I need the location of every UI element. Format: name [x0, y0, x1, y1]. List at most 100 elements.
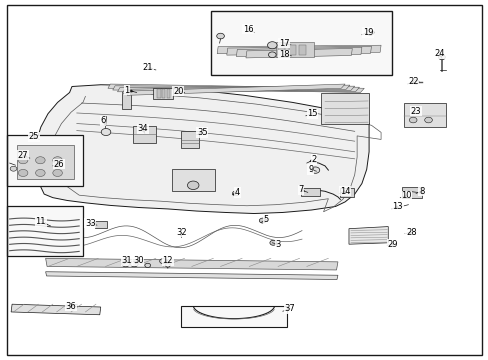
- Text: 34: 34: [137, 124, 148, 133]
- Circle shape: [101, 129, 111, 136]
- Text: 26: 26: [53, 159, 64, 168]
- Circle shape: [122, 261, 129, 267]
- Bar: [301, 188, 320, 196]
- Text: 17: 17: [278, 39, 289, 48]
- Text: 37: 37: [284, 304, 295, 313]
- Bar: [133, 126, 156, 143]
- Text: 6: 6: [100, 116, 105, 125]
- Text: 35: 35: [197, 128, 207, 137]
- Bar: [275, 42, 313, 57]
- Text: 2: 2: [311, 155, 316, 164]
- Bar: [122, 87, 131, 109]
- Polygon shape: [127, 84, 345, 95]
- Circle shape: [53, 170, 62, 176]
- Bar: [162, 89, 165, 98]
- Text: 12: 12: [162, 256, 173, 265]
- Polygon shape: [112, 86, 359, 91]
- Text: 33: 33: [84, 219, 95, 228]
- Text: 16: 16: [243, 24, 253, 33]
- Polygon shape: [122, 85, 349, 94]
- Circle shape: [53, 157, 62, 164]
- Text: 31: 31: [122, 256, 132, 265]
- Polygon shape: [45, 272, 337, 279]
- Text: 22: 22: [407, 77, 418, 86]
- Text: 19: 19: [362, 28, 373, 37]
- Circle shape: [424, 117, 431, 123]
- Text: 27: 27: [18, 151, 28, 160]
- Polygon shape: [217, 45, 380, 54]
- Polygon shape: [117, 86, 354, 92]
- Circle shape: [130, 261, 138, 267]
- Bar: [210, 12, 391, 75]
- Bar: [7, 135, 82, 186]
- Bar: [403, 103, 445, 127]
- Text: 18: 18: [278, 50, 289, 59]
- Bar: [340, 188, 353, 197]
- Text: 4: 4: [234, 188, 240, 197]
- Bar: [181, 306, 286, 328]
- Polygon shape: [245, 48, 351, 58]
- Circle shape: [232, 191, 239, 196]
- Text: 13: 13: [392, 202, 402, 211]
- Circle shape: [18, 157, 28, 164]
- Text: 14: 14: [339, 187, 350, 196]
- Circle shape: [36, 170, 45, 176]
- Bar: [95, 221, 107, 228]
- Text: 20: 20: [173, 87, 183, 96]
- Circle shape: [438, 55, 445, 60]
- Circle shape: [408, 117, 416, 123]
- Text: 28: 28: [405, 228, 416, 237]
- Text: 21: 21: [142, 63, 153, 72]
- Polygon shape: [236, 48, 361, 57]
- Text: 11: 11: [36, 217, 46, 226]
- Text: 24: 24: [434, 49, 445, 58]
- Circle shape: [310, 167, 319, 173]
- Circle shape: [18, 170, 28, 176]
- Circle shape: [366, 30, 373, 35]
- Circle shape: [165, 264, 170, 267]
- Circle shape: [36, 157, 45, 164]
- Circle shape: [267, 42, 277, 49]
- Text: 1: 1: [124, 86, 129, 95]
- Text: 23: 23: [410, 107, 421, 116]
- Circle shape: [268, 52, 276, 58]
- Bar: [157, 89, 160, 98]
- Polygon shape: [348, 226, 387, 244]
- Circle shape: [269, 240, 276, 245]
- Circle shape: [216, 33, 224, 39]
- Polygon shape: [108, 84, 364, 93]
- Bar: [401, 187, 421, 198]
- Bar: [288, 45, 295, 55]
- Bar: [299, 45, 305, 55]
- Bar: [181, 131, 199, 148]
- Circle shape: [259, 218, 265, 223]
- Text: 10: 10: [401, 192, 411, 201]
- Bar: [321, 93, 368, 124]
- Polygon shape: [36, 85, 368, 213]
- Polygon shape: [226, 46, 371, 55]
- Circle shape: [160, 259, 166, 264]
- Text: 3: 3: [275, 240, 280, 249]
- Text: 5: 5: [263, 215, 268, 224]
- Bar: [153, 87, 172, 99]
- Circle shape: [412, 80, 418, 84]
- Text: 29: 29: [387, 240, 398, 249]
- Text: 7: 7: [298, 185, 303, 194]
- Circle shape: [187, 181, 199, 189]
- Bar: [278, 45, 285, 55]
- Text: 32: 32: [176, 228, 186, 237]
- Circle shape: [10, 166, 17, 171]
- Text: 9: 9: [307, 165, 313, 174]
- Bar: [166, 89, 170, 98]
- Circle shape: [144, 263, 150, 267]
- Polygon shape: [11, 304, 101, 315]
- Text: 15: 15: [306, 109, 317, 118]
- Bar: [7, 207, 82, 256]
- Text: 25: 25: [28, 132, 39, 141]
- Text: 30: 30: [133, 256, 143, 265]
- Bar: [171, 169, 214, 190]
- Text: 36: 36: [65, 302, 76, 311]
- Text: 8: 8: [418, 187, 424, 196]
- Bar: [17, 145, 74, 179]
- Polygon shape: [45, 258, 337, 270]
